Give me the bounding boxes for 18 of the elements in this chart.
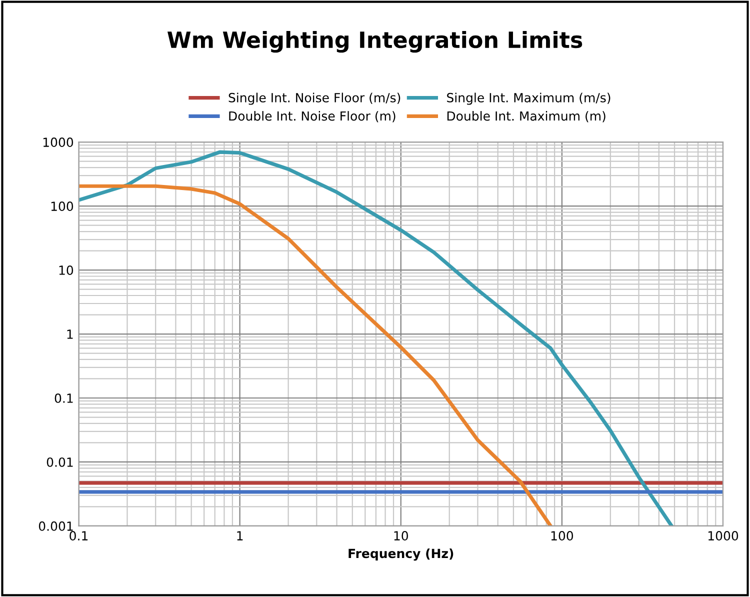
legend-label: Double Int. Noise Floor (m) [229,111,396,122]
x-tick-label: 100 [551,531,574,540]
y-tick-label: 0.1 [54,393,73,403]
x-tick-label: 10 [394,531,408,540]
y-tick-label: 0.001 [38,521,73,531]
y-tick-label: 10 [59,266,74,275]
x-tick-label: 1000 [708,531,738,540]
chart-title: Wm Weighting Integration Limits [168,30,582,53]
legend-label: Single Int. Noise Floor (m/s) [228,92,400,105]
y-tick-label: 100 [51,202,74,211]
x-axis-title: Frequency (Hz) [348,548,454,561]
x-tick-label: 0.1 [70,531,88,540]
y-tick-label: 1 [67,330,73,339]
y-tick-label: 0.01 [46,457,73,467]
x-tick-label: 1 [237,531,243,540]
legend-label: Single Int. Maximum (m/s) [447,92,610,105]
legend-label: Double Int. Maximum (m) [447,111,606,122]
y-tick-label: 1000 [43,138,74,148]
